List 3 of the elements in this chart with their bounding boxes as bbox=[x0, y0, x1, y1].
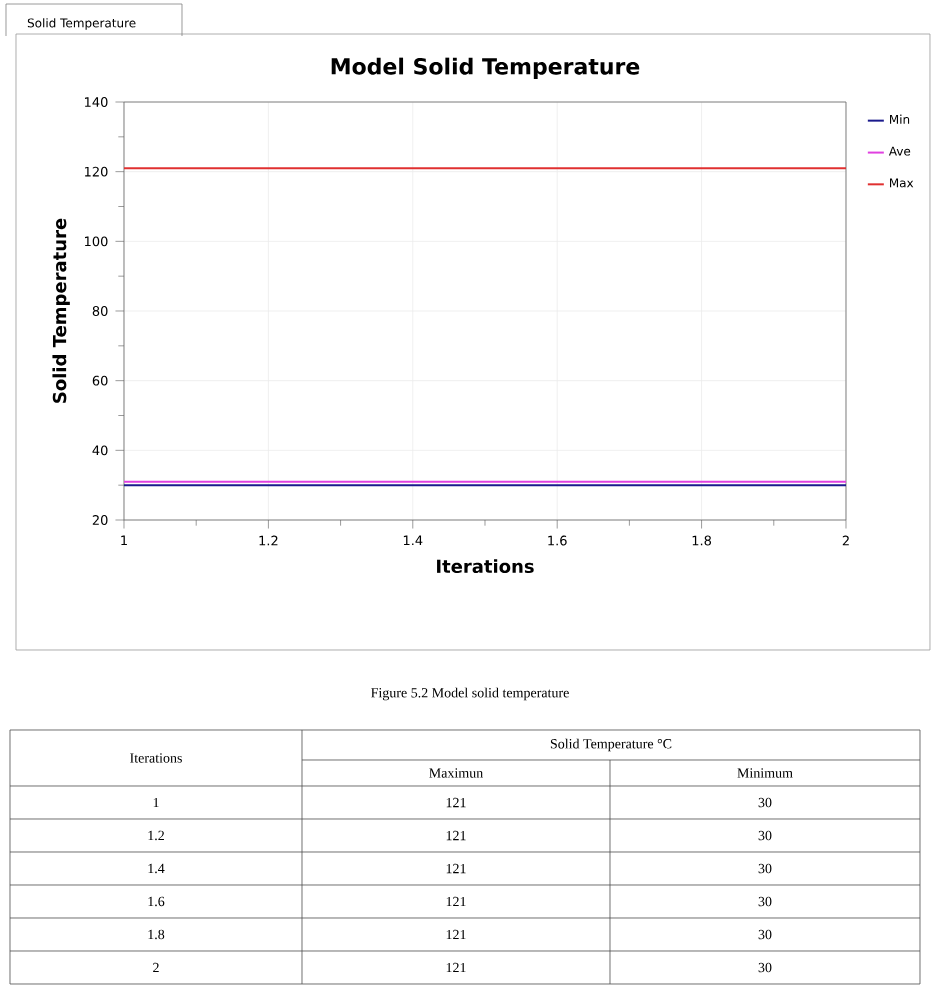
y-axis-title: Solid Temperature bbox=[52, 218, 70, 403]
x-axis-title: Iterations bbox=[437, 559, 534, 574]
chart-title: Model Solid Temperature bbox=[331, 57, 640, 79]
